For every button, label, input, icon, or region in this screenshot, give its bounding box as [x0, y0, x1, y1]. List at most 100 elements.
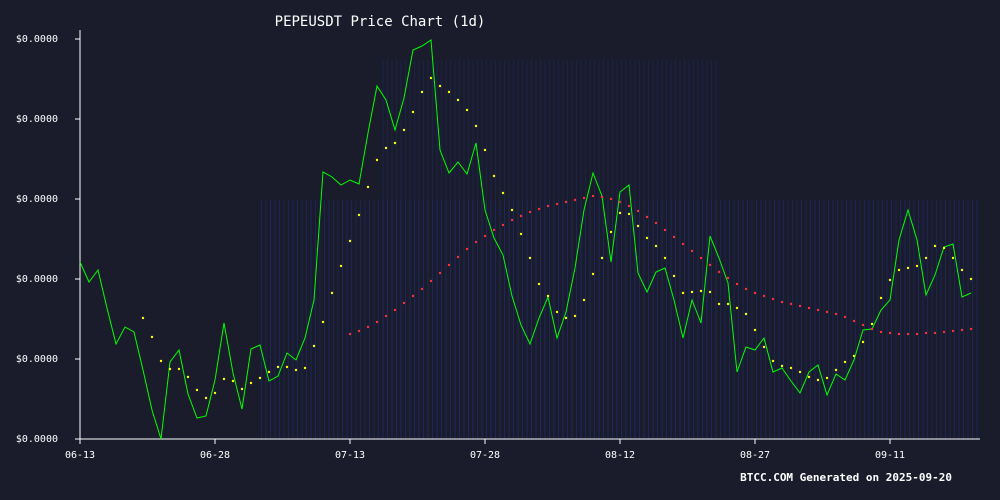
average-dot [366, 185, 370, 189]
average-dot [690, 249, 694, 253]
average-dot [933, 331, 937, 335]
average-dot [627, 212, 631, 216]
average-dot [537, 282, 541, 286]
average-dot [861, 340, 865, 344]
average-dot [609, 197, 613, 201]
background-stripes [380, 60, 720, 439]
average-dot [897, 268, 901, 272]
x-tick-label: 07-28 [470, 450, 500, 461]
average-dot [303, 366, 307, 370]
average-dot [330, 291, 334, 295]
average-dot [420, 90, 424, 94]
average-dot [483, 234, 487, 238]
y-tick-label: $0.0000 [16, 194, 58, 205]
x-tick-label: 06-13 [65, 450, 95, 461]
x-tick-label: 06-28 [200, 450, 230, 461]
average-dot [582, 196, 586, 200]
average-dot [348, 332, 352, 336]
average-dot [771, 297, 775, 301]
average-dot [645, 215, 649, 219]
average-dot [762, 345, 766, 349]
average-dot [474, 240, 478, 244]
average-dot [447, 90, 451, 94]
average-dot [528, 210, 532, 214]
average-dot [897, 332, 901, 336]
price-line [79, 39, 972, 440]
average-dot [789, 302, 793, 306]
average-dot [942, 246, 946, 250]
x-tick-label: 08-12 [605, 450, 635, 461]
average-dot [321, 320, 325, 324]
average-dot [888, 278, 892, 282]
average-dot [258, 376, 262, 380]
average-dot [429, 279, 433, 283]
average-dot [906, 266, 910, 270]
average-dot [492, 174, 496, 178]
average-dot [546, 204, 550, 208]
average-dot [771, 359, 775, 363]
average-dot [519, 214, 523, 218]
average-dot [591, 272, 595, 276]
average-dot [294, 368, 298, 372]
average-dot [744, 287, 748, 291]
average-dot [465, 108, 469, 112]
average-dot [564, 200, 568, 204]
average-dot [726, 276, 730, 280]
average-dot [249, 381, 253, 385]
average-dot [402, 128, 406, 132]
average-dot [960, 268, 964, 272]
average-dot [501, 191, 505, 195]
average-dot [726, 302, 730, 306]
average-dot [681, 242, 685, 246]
average-dot [708, 290, 712, 294]
average-dot [924, 331, 928, 335]
average-dot [609, 230, 613, 234]
average-dot [600, 195, 604, 199]
average-dot [582, 298, 586, 302]
average-dot [447, 263, 451, 267]
average-dot [564, 316, 568, 320]
average-dot [492, 228, 496, 232]
average-dot [465, 247, 469, 251]
average-dot [699, 256, 703, 260]
average-dot [177, 367, 181, 371]
average-dot [402, 301, 406, 305]
average-dot [825, 310, 829, 314]
average-dot [780, 300, 784, 304]
average-dot [843, 360, 847, 364]
average-dot [186, 375, 190, 379]
average-dot [717, 302, 721, 306]
average-dot [510, 208, 514, 212]
average-dot [168, 367, 172, 371]
average-dot [276, 365, 280, 369]
average-dot [510, 218, 514, 222]
average-dot [519, 232, 523, 236]
y-tick-label: $0.0000 [16, 274, 58, 285]
average-dot [393, 308, 397, 312]
average-dot [456, 255, 460, 259]
average-dot [528, 256, 532, 260]
average-dot [384, 314, 388, 318]
average-dot [438, 271, 442, 275]
average-dot [807, 306, 811, 310]
average-dot [663, 228, 667, 232]
average-dot [366, 325, 370, 329]
average-dot [870, 327, 874, 331]
average-dot [645, 236, 649, 240]
average-dot [474, 124, 478, 128]
average-dot [690, 290, 694, 294]
average-dot [843, 315, 847, 319]
average-dot [888, 331, 892, 335]
average-dot [924, 256, 928, 260]
average-dot [231, 379, 235, 383]
average-dot [600, 256, 604, 260]
average-dot [915, 332, 919, 336]
average-dot [753, 291, 757, 295]
average-dot [951, 329, 955, 333]
average-dot [717, 270, 721, 274]
average-dot [501, 223, 505, 227]
average-dot [483, 148, 487, 152]
footer: BTCC.COM Generated on 2025-09-20 [740, 471, 952, 484]
average-dot [573, 314, 577, 318]
x-tick-label: 07-13 [335, 450, 365, 461]
